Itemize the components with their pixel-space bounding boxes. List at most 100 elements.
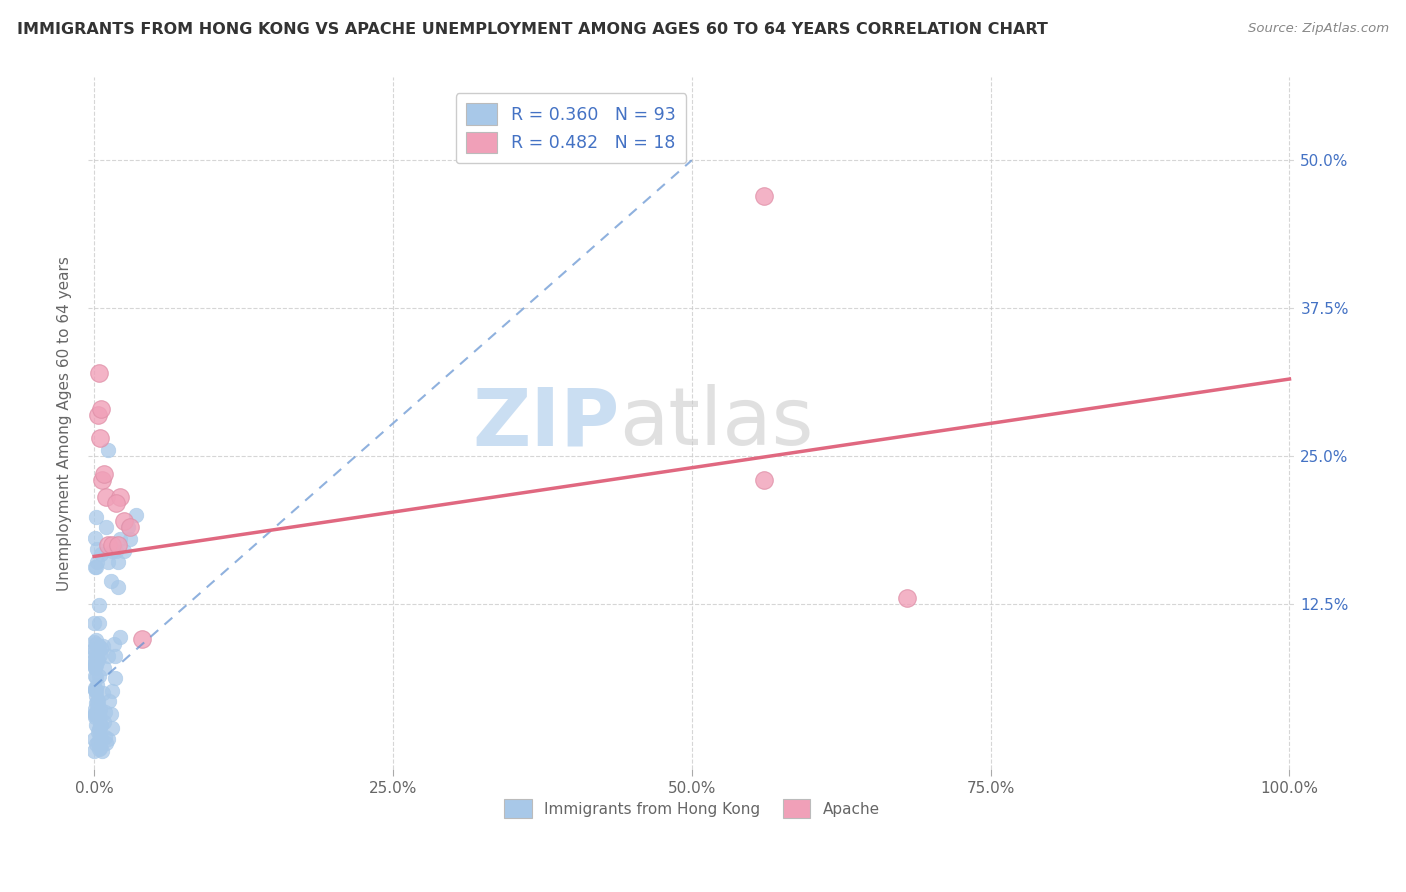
- Point: [83, 642, 105, 657]
- Point: [83, 744, 105, 758]
- Point: [93, 661, 115, 675]
- Point: [87, 366, 110, 380]
- Point: [83, 634, 105, 648]
- Point: [125, 508, 148, 522]
- Point: [104, 543, 127, 558]
- Point: [84, 661, 107, 675]
- Point: [84, 718, 107, 732]
- Point: [90, 641, 112, 656]
- Point: [89, 431, 111, 445]
- Point: [91, 473, 114, 487]
- Point: [112, 543, 135, 558]
- Point: [93, 467, 115, 481]
- Point: [84, 660, 107, 674]
- Point: [90, 731, 112, 745]
- Point: [110, 532, 132, 546]
- Point: [84, 707, 107, 722]
- Point: [89, 702, 111, 716]
- Point: [84, 706, 107, 720]
- Point: [83, 701, 105, 715]
- Point: [100, 574, 122, 588]
- Point: [101, 684, 124, 698]
- Point: [86, 684, 108, 698]
- Text: Source: ZipAtlas.com: Source: ZipAtlas.com: [1249, 22, 1389, 36]
- Point: [84, 670, 107, 684]
- Point: [83, 616, 105, 631]
- Text: atlas: atlas: [620, 384, 814, 462]
- Point: [97, 648, 120, 663]
- Point: [84, 669, 107, 683]
- Point: [84, 655, 107, 669]
- Point: [91, 639, 114, 653]
- Point: [90, 717, 112, 731]
- Point: [84, 633, 107, 648]
- Point: [84, 658, 107, 673]
- Point: [94, 520, 117, 534]
- Point: [86, 555, 108, 569]
- Point: [97, 731, 120, 746]
- Point: [87, 669, 110, 683]
- Point: [87, 725, 110, 739]
- Point: [98, 694, 121, 708]
- Point: [87, 706, 110, 721]
- Point: [117, 520, 139, 534]
- Point: [86, 695, 108, 709]
- Point: [83, 560, 105, 574]
- Point: [104, 671, 127, 685]
- Point: [896, 591, 918, 605]
- Point: [83, 707, 105, 722]
- Point: [84, 737, 107, 751]
- Point: [89, 741, 111, 756]
- Point: [100, 706, 122, 721]
- Point: [87, 694, 110, 708]
- Point: [107, 555, 129, 569]
- Point: [101, 538, 124, 552]
- Point: [118, 520, 141, 534]
- Point: [104, 649, 127, 664]
- Point: [107, 581, 129, 595]
- Point: [752, 188, 775, 202]
- Point: [84, 710, 107, 724]
- Point: [89, 740, 111, 755]
- Point: [108, 630, 131, 644]
- Point: [89, 717, 111, 731]
- Point: [87, 639, 110, 653]
- Point: [89, 648, 111, 662]
- Point: [84, 683, 107, 698]
- Point: [107, 538, 129, 552]
- Point: [84, 682, 107, 697]
- Point: [86, 649, 108, 664]
- Point: [118, 532, 141, 546]
- Point: [93, 715, 115, 730]
- Point: [86, 408, 108, 422]
- Text: IMMIGRANTS FROM HONG KONG VS APACHE UNEMPLOYMENT AMONG AGES 60 TO 64 YEARS CORRE: IMMIGRANTS FROM HONG KONG VS APACHE UNEM…: [17, 22, 1047, 37]
- Point: [89, 731, 111, 745]
- Y-axis label: Unemployment Among Ages 60 to 64 years: Unemployment Among Ages 60 to 64 years: [58, 256, 72, 591]
- Point: [86, 653, 108, 667]
- Point: [97, 538, 120, 552]
- Point: [101, 543, 124, 558]
- Point: [87, 615, 110, 630]
- Point: [97, 442, 120, 457]
- Point: [103, 637, 125, 651]
- Point: [91, 744, 114, 758]
- Point: [86, 541, 108, 556]
- Point: [84, 681, 107, 695]
- Point: [84, 637, 107, 651]
- Legend: Immigrants from Hong Kong, Apache: Immigrants from Hong Kong, Apache: [498, 793, 886, 824]
- Point: [87, 653, 110, 667]
- Point: [93, 731, 115, 745]
- Point: [94, 490, 117, 504]
- Point: [91, 686, 114, 700]
- Point: [87, 723, 110, 737]
- Point: [752, 473, 775, 487]
- Point: [94, 736, 117, 750]
- Point: [131, 632, 153, 647]
- Point: [86, 678, 108, 692]
- Point: [86, 705, 108, 719]
- Point: [86, 735, 108, 749]
- Point: [83, 653, 105, 667]
- Point: [84, 510, 107, 524]
- Point: [90, 547, 112, 561]
- Point: [97, 555, 120, 569]
